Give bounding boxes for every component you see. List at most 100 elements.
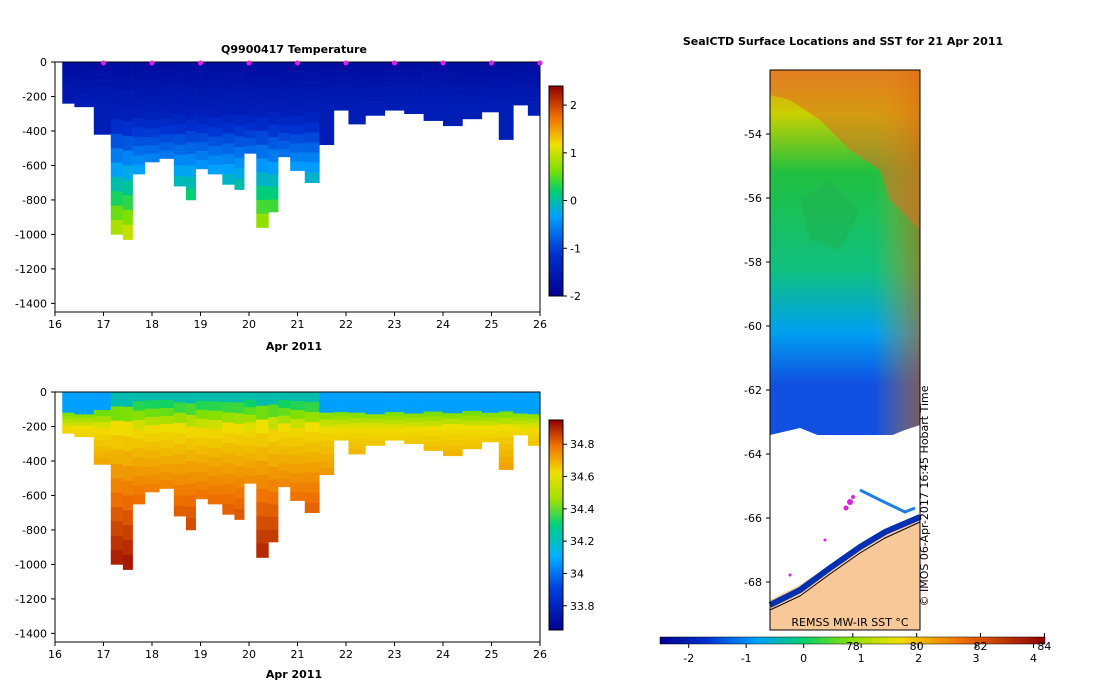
lat-tick-label: -62 — [744, 384, 762, 397]
section-cell — [319, 75, 335, 83]
section-cell — [513, 72, 529, 77]
section-cell — [268, 417, 279, 430]
section-cell — [268, 442, 279, 455]
section-cell — [74, 414, 95, 419]
section-cell — [304, 432, 320, 443]
x-tick-label: 17 — [97, 648, 111, 661]
section-cell — [195, 115, 209, 125]
section-cell — [443, 99, 463, 105]
section-cell — [144, 137, 160, 146]
section-cell — [333, 94, 349, 99]
y-tick-label: -400 — [22, 455, 47, 468]
section-cell — [234, 115, 245, 127]
section-cell — [234, 178, 245, 190]
section-cell — [122, 224, 133, 240]
section-cell — [144, 450, 160, 459]
section-cell — [423, 445, 444, 451]
section-cell — [443, 413, 463, 419]
sst-f-tick-label: 78 — [846, 640, 860, 653]
profile-marker — [392, 60, 397, 66]
section-cell — [93, 404, 112, 411]
section-cell — [513, 76, 529, 81]
sst-tick-label: -1 — [741, 652, 752, 665]
section-cell — [443, 72, 463, 79]
section-cell — [222, 463, 235, 474]
x-tick-label: 24 — [436, 648, 450, 661]
section-cell — [423, 431, 444, 437]
section-cell — [173, 392, 187, 403]
section-cell — [268, 467, 279, 480]
section-cell — [268, 62, 279, 75]
section-cell — [244, 138, 257, 147]
section-cell — [74, 73, 95, 78]
section-cell — [527, 97, 541, 103]
section-cell — [513, 395, 529, 400]
section-cell — [423, 110, 444, 117]
section-cell — [159, 424, 175, 433]
section-cell — [462, 109, 483, 115]
section-cell — [404, 392, 424, 397]
section-cell — [365, 418, 386, 424]
section-cell — [222, 432, 235, 444]
section-cell — [443, 93, 463, 100]
section-cell — [513, 69, 529, 74]
section-cell — [144, 62, 160, 71]
section-cell — [222, 402, 235, 413]
section-cell — [348, 67, 366, 73]
section-cell — [207, 420, 223, 430]
section-cell — [159, 400, 175, 409]
section-cell — [527, 440, 541, 446]
section-cell — [93, 74, 112, 81]
section-cell — [222, 443, 235, 454]
section-cell — [207, 476, 223, 486]
section-cell — [462, 429, 483, 435]
section-cell — [423, 101, 444, 107]
section-cell — [304, 442, 320, 453]
section-cell — [256, 186, 269, 201]
section-cell — [173, 93, 187, 104]
section-cell — [244, 452, 257, 461]
section-cell — [404, 435, 424, 440]
y-tick-label: -600 — [22, 489, 47, 502]
seal-location-marker — [847, 499, 853, 505]
section-cell — [527, 423, 541, 428]
section-cell — [304, 132, 320, 143]
section-cell — [498, 417, 514, 425]
section-cell — [481, 429, 500, 434]
section-cell — [462, 104, 483, 110]
section-cell — [207, 108, 223, 119]
x-tick-label: 19 — [194, 318, 208, 331]
section-cell — [122, 510, 133, 526]
section-cell — [290, 482, 306, 492]
section-cell — [122, 180, 133, 196]
section-cell — [319, 419, 335, 427]
section-cell — [290, 464, 306, 474]
section-cell — [244, 62, 257, 70]
section-cell — [185, 96, 196, 109]
salinity-x-axis: 16 17 18 19 20 21 22 23 24 25 26 — [48, 642, 547, 661]
section-cell — [93, 98, 112, 105]
section-cell — [333, 412, 349, 417]
section-cell — [290, 98, 306, 108]
section-cell — [348, 82, 366, 89]
y-tick-label: -1200 — [15, 263, 47, 276]
section-cell — [481, 433, 500, 439]
section-cell — [74, 88, 95, 93]
section-cell — [304, 422, 320, 433]
section-cell — [195, 97, 209, 107]
section-cell — [159, 416, 175, 425]
section-cell — [333, 400, 349, 405]
section-cell — [74, 95, 95, 100]
section-cell — [333, 62, 349, 67]
colorbar-tick-label: 34.4 — [570, 503, 595, 516]
section-cell — [93, 68, 112, 75]
section-cell — [222, 62, 235, 73]
section-cell — [278, 62, 291, 71]
section-cell — [384, 78, 405, 83]
section-cell — [62, 75, 75, 80]
section-cell — [222, 113, 235, 124]
lat-tick-label: -60 — [744, 320, 762, 333]
section-cell — [144, 87, 160, 96]
section-cell — [384, 396, 405, 401]
section-cell — [185, 130, 196, 143]
